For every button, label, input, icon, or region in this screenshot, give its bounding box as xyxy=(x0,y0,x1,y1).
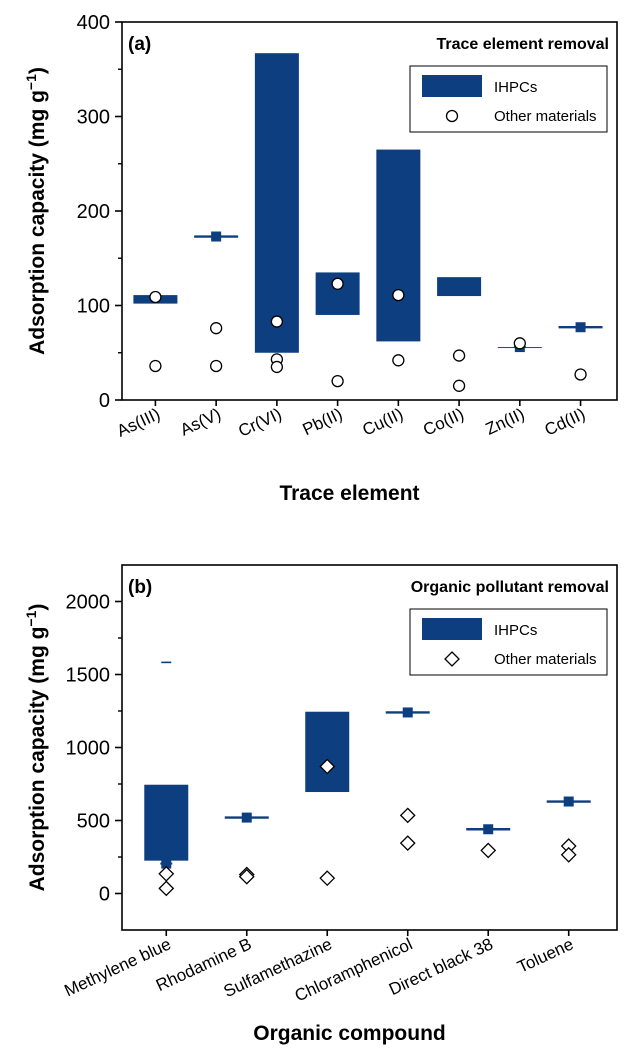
ihpc-point xyxy=(241,812,252,823)
other-material-point xyxy=(238,868,255,885)
panel-title: Trace element removal xyxy=(436,36,609,53)
x-tick-label: Methylene blue xyxy=(61,934,174,1000)
y-tick-label: 500 xyxy=(77,811,110,833)
panel-label: (b) xyxy=(128,577,152,598)
y-axis-title-main: Adsorption capacity (mg g xyxy=(26,627,49,892)
y-axis-title-superscript: −1 xyxy=(23,74,39,90)
other-material-point xyxy=(560,846,577,863)
y-tick-label: 1000 xyxy=(66,738,111,760)
other-material-point xyxy=(452,349,466,362)
panel-label: (a) xyxy=(128,34,151,55)
legend-other-marker xyxy=(445,109,459,123)
y-axis-title-end: ) xyxy=(26,67,49,74)
legend-ihpc-swatch xyxy=(422,618,482,640)
legend-ihpc-swatch xyxy=(422,75,482,97)
ihpc-box xyxy=(305,711,350,793)
x-axis-title: Trace element xyxy=(279,482,419,505)
x-tick-label: Pb(II) xyxy=(300,404,346,439)
x-tick-label: Cd(II) xyxy=(542,404,589,439)
other-material-point xyxy=(209,359,223,373)
other-material-point xyxy=(513,337,526,350)
y-axis-title-end: ) xyxy=(26,604,49,611)
ihpc-point xyxy=(161,858,172,869)
x-tick-label: As(III) xyxy=(114,404,163,440)
y-tick-label: 1500 xyxy=(66,665,111,687)
y-tick-label: 0 xyxy=(99,390,110,412)
panel-title: Organic pollutant removal xyxy=(411,579,609,596)
y-axis-title-main: Adsorption capacity (mg g xyxy=(26,90,49,355)
legend-other-marker xyxy=(444,651,460,667)
other-material-point xyxy=(392,288,405,302)
other-material-point xyxy=(331,374,344,388)
ihpc-point xyxy=(211,231,222,242)
other-material-point xyxy=(392,354,405,367)
ihpc-point xyxy=(402,707,413,718)
y-tick-label: 100 xyxy=(77,296,110,318)
y-axis-title-superscript: −1 xyxy=(23,610,39,626)
x-tick-label: Zn(II) xyxy=(483,404,528,438)
y-axis-title: Adsorption capacity (mg g−1) xyxy=(23,67,49,355)
other-material-point xyxy=(331,277,344,290)
other-material-point xyxy=(270,315,284,328)
legend: IHPCs Other materials xyxy=(409,608,608,676)
y-tick-label: 300 xyxy=(77,107,110,129)
other-material-point xyxy=(319,758,336,775)
y-axis-title: Adsorption capacity (mg g−1) xyxy=(23,604,49,892)
other-material-point xyxy=(209,322,223,335)
ihpc-box xyxy=(437,277,482,297)
legend-other-label: Other materials xyxy=(494,108,597,125)
ihpc-point xyxy=(575,322,586,333)
other-material-point xyxy=(149,359,162,373)
x-tick-label: Co(II) xyxy=(420,404,467,439)
other-material-point xyxy=(158,880,175,897)
legend-ihpc-label: IHPCs xyxy=(494,622,537,639)
ihpc-point xyxy=(563,796,574,807)
x-tick-label: Cr(VI) xyxy=(235,404,284,440)
y-tick-label: 200 xyxy=(77,201,110,223)
legend-ihpc-label: IHPCs xyxy=(494,79,537,96)
ihpc-box xyxy=(376,149,421,342)
other-material-point xyxy=(149,290,162,304)
other-material-point xyxy=(319,870,336,887)
y-tick-label: 2000 xyxy=(66,592,111,614)
other-material-point xyxy=(452,379,466,392)
x-axis-title: Organic compound xyxy=(253,1022,446,1045)
legend: IHPCs Other materials xyxy=(409,65,608,133)
other-material-point xyxy=(399,807,416,824)
x-tick-label: Cu(II) xyxy=(359,404,406,439)
other-material-point xyxy=(270,360,284,374)
y-tick-label: 0 xyxy=(99,884,110,906)
ihpc-box xyxy=(254,53,299,353)
y-tick-label: 400 xyxy=(77,12,110,34)
other-material-point xyxy=(399,835,416,852)
x-tick-label: Toluene xyxy=(514,934,576,976)
ihpc-point xyxy=(483,824,494,835)
other-material-point xyxy=(480,842,497,859)
other-material-point xyxy=(158,865,175,882)
ihpc-box xyxy=(144,784,189,861)
x-tick-label: As(V) xyxy=(177,404,224,439)
panel-a: 0 100 200 300 400 As(III) As(V) Cr(VI) Pb(II) Cu(… xyxy=(23,12,618,505)
other-material-point xyxy=(574,368,587,381)
legend-other-label: Other materials xyxy=(494,651,597,668)
